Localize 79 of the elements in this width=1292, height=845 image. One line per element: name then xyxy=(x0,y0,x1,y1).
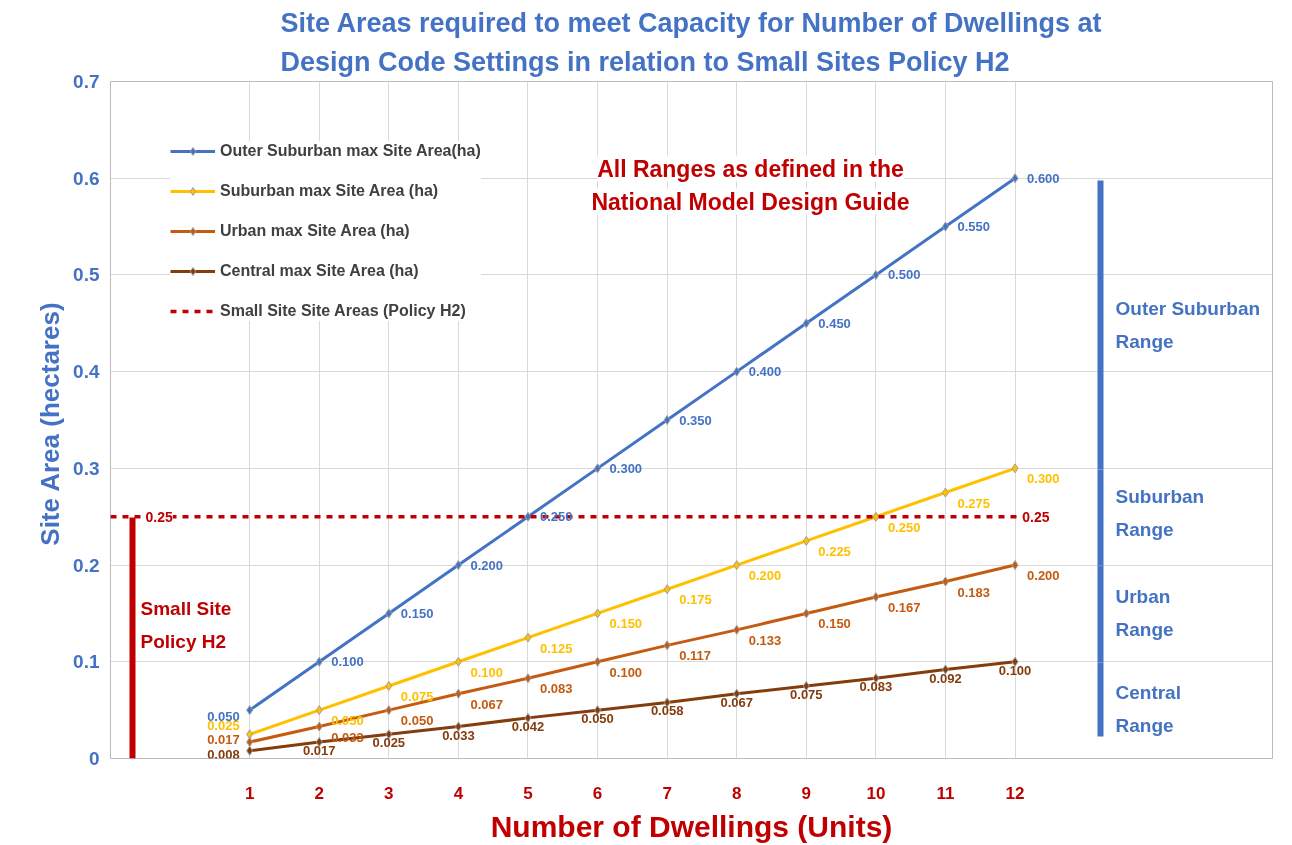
x-tick-label: 3 xyxy=(384,783,394,803)
data-label: 0.133 xyxy=(748,632,782,648)
y-tick-label: 0 xyxy=(88,748,100,769)
legend-label: Suburban max Site Area (ha) xyxy=(220,182,439,200)
annotation: Outer Suburban Range xyxy=(1115,298,1261,352)
data-label: 0.050 xyxy=(400,713,434,729)
legend-label: Outer Suburban max Site Area(ha) xyxy=(220,142,481,160)
data-label: 0.300 xyxy=(609,460,643,476)
x-tick-label: 5 xyxy=(523,783,533,803)
annotation: Central Range xyxy=(1115,682,1181,736)
data-label: 0.083 xyxy=(859,679,893,695)
data-label: 0.550 xyxy=(957,219,991,235)
data-label: 0.017 xyxy=(302,743,336,759)
y-tick-label: 0.1 xyxy=(73,651,100,673)
data-label: 0.150 xyxy=(400,605,434,621)
data-label: 0.050 xyxy=(581,711,614,727)
chart-title: Site Areas required to meet Capacity for Number of Dwellings at Design Code Settings in relation to Small Sites Policy H2 xyxy=(280,7,1102,77)
data-label: 0.183 xyxy=(957,584,991,600)
data-label: 0.175 xyxy=(679,592,712,608)
data-label: 0.300 xyxy=(1027,471,1060,487)
data-label: 0.600 xyxy=(1027,170,1060,186)
y-tick-label: 0.7 xyxy=(73,71,100,92)
x-tick-label: 1 xyxy=(244,783,255,803)
x-tick-label: 12 xyxy=(1005,783,1025,803)
data-label: 0.058 xyxy=(650,703,684,719)
data-label: 0.200 xyxy=(748,568,782,584)
x-tick-label: 11 xyxy=(936,783,955,803)
data-label: 0.200 xyxy=(470,557,503,573)
x-tick-label: 2 xyxy=(314,783,324,803)
annotation: Urban Range xyxy=(1115,586,1174,640)
data-label: 0.225 xyxy=(818,543,851,559)
data-label: 0.100 xyxy=(998,662,1032,678)
data-label: 0.083 xyxy=(539,681,573,697)
legend-label: Central max Site Area (ha) xyxy=(220,262,419,280)
data-label: 0.100 xyxy=(470,664,503,680)
data-label: 0.100 xyxy=(331,654,364,670)
annotation: All Ranges as defined in the National Model Design Guide xyxy=(591,155,910,215)
data-label: 0.025 xyxy=(372,735,406,751)
annotation: Suburban Range xyxy=(1115,486,1205,540)
data-label: 0.150 xyxy=(818,616,851,632)
data-label: 0.092 xyxy=(929,670,962,686)
data-label: 0.067 xyxy=(470,696,503,712)
y-tick-label: 0.6 xyxy=(73,167,100,189)
data-label: 0.200 xyxy=(1027,568,1060,584)
data-label: 0.042 xyxy=(511,718,545,734)
y-tick-label: 0.4 xyxy=(73,361,100,383)
data-label: 0.150 xyxy=(609,616,643,632)
data-label: 0.033 xyxy=(442,727,475,743)
x-axis-title: Number of Dwellings (Units) xyxy=(490,809,893,843)
data-label: 0.008 xyxy=(207,746,240,762)
data-label: 0.017 xyxy=(207,731,240,747)
legend-label: Urban max Site Area (ha) xyxy=(220,222,410,240)
data-label: 0.075 xyxy=(790,686,823,702)
x-tick-label: 4 xyxy=(453,783,464,803)
data-label: 0.100 xyxy=(609,664,643,680)
data-label: 0.125 xyxy=(539,640,573,656)
annotation: 0.25 xyxy=(145,508,174,525)
y-tick-label: 0.5 xyxy=(73,264,100,286)
y-axis-title: Site Area (hectares) xyxy=(35,302,66,546)
x-tick-label: 8 xyxy=(732,783,742,803)
data-label: 0.275 xyxy=(957,495,991,511)
legend-label: Small Site Site Areas (Policy H2) xyxy=(220,302,466,320)
data-label: 0.067 xyxy=(720,694,754,710)
data-label: 0.117 xyxy=(679,648,711,664)
annotation: Small Site Policy H2 xyxy=(140,598,232,652)
data-label: 0.167 xyxy=(887,599,921,615)
data-label: 0.250 xyxy=(887,519,921,535)
data-label: 0.400 xyxy=(748,364,782,380)
x-tick-label: 10 xyxy=(866,783,886,803)
data-label: 0.450 xyxy=(818,315,851,331)
y-tick-label: 0.3 xyxy=(73,457,100,479)
data-label: 0.075 xyxy=(400,688,434,704)
y-tick-label: 0.2 xyxy=(73,554,100,576)
x-tick-label: 7 xyxy=(662,783,672,803)
x-tick-label: 9 xyxy=(801,783,812,803)
x-tick-label: 6 xyxy=(592,783,603,803)
annotation: 0.25 xyxy=(1022,508,1050,525)
data-label: 0.500 xyxy=(887,267,921,283)
data-label: 0.350 xyxy=(679,412,712,428)
